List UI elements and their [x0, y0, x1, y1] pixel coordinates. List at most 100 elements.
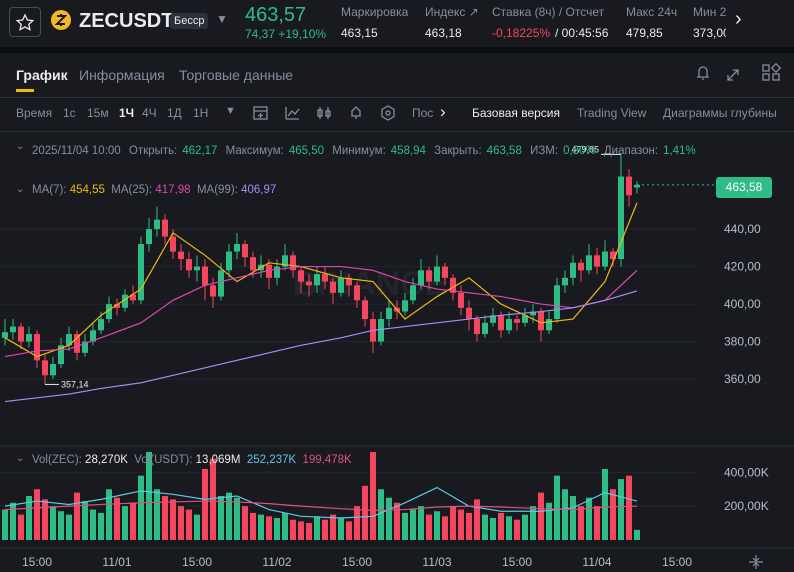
- interval-active[interactable]: 1Ч: [119, 106, 135, 120]
- candle-body: [594, 255, 600, 267]
- volume-bar: [218, 496, 224, 540]
- candle-body: [90, 330, 96, 342]
- candle-icon[interactable]: [317, 107, 331, 119]
- volume-bar: [146, 452, 152, 540]
- volume-bar: [490, 518, 496, 540]
- ma-label: MA(99):: [196, 184, 238, 196]
- favorite-button[interactable]: [9, 7, 41, 37]
- volume-bar: [530, 506, 536, 540]
- candle-body: [122, 294, 128, 308]
- candle-body: [522, 315, 528, 323]
- volume-bar: [626, 475, 632, 540]
- candle-body: [202, 266, 208, 286]
- collapse-toggle[interactable]: ⌄: [16, 453, 25, 464]
- y-tick-label: 200,00K: [724, 499, 769, 513]
- candle-body: [634, 184, 640, 188]
- collapse-toggle[interactable]: ⌄: [16, 184, 25, 195]
- vol-ma-value: 199,478K: [302, 454, 352, 466]
- candle-body: [586, 255, 592, 271]
- candle-body: [98, 319, 104, 331]
- ma-legend: MA(7): 454,55 MA(25): 417,98 MA(99): 406…: [32, 184, 276, 196]
- info-value: 1,41%: [663, 145, 696, 157]
- toolbar-scroll[interactable]: ›: [440, 102, 446, 121]
- info-label: Минимум:: [332, 145, 386, 157]
- candle-body: [458, 292, 464, 308]
- info-label: Открыть:: [128, 145, 178, 157]
- axis-reset-icon[interactable]: [747, 553, 765, 571]
- candle-body: [610, 251, 616, 260]
- candle-body: [42, 360, 48, 376]
- tab[interactable]: Торговые данные: [179, 67, 294, 83]
- interval[interactable]: 1Д: [167, 106, 182, 120]
- info-value: 458,94: [390, 145, 426, 157]
- settings-icon[interactable]: [381, 105, 395, 121]
- divider: [0, 131, 794, 132]
- candle-body: [386, 307, 392, 320]
- volume-bar: [554, 475, 560, 540]
- candle-body: [154, 219, 160, 230]
- candle-body: [354, 285, 360, 301]
- volume-bar: [346, 521, 352, 540]
- x-tick-label: 11/01: [102, 555, 131, 569]
- ma-value: 454,55: [69, 184, 105, 196]
- interval[interactable]: 1Н: [193, 106, 209, 120]
- volume-bar: [538, 492, 544, 540]
- expand-icon[interactable]: [727, 69, 739, 81]
- candle-body: [138, 244, 144, 301]
- candle-body: [570, 262, 576, 278]
- interval-dropdown[interactable]: ▼: [225, 105, 236, 117]
- ma-label: MA(7):: [32, 184, 67, 196]
- info-value: 0,30%: [563, 145, 596, 157]
- candle-body: [506, 319, 512, 331]
- draw-icon[interactable]: [351, 106, 361, 119]
- volume-bar: [82, 501, 88, 540]
- dropdown-arrow[interactable]: ▼: [216, 12, 228, 26]
- volume-bar: [66, 514, 72, 540]
- stat-label: Маркировка: [341, 5, 409, 19]
- view[interactable]: Диаграммы глубины: [663, 106, 777, 120]
- volume-bar: [458, 509, 464, 540]
- volume-bar: [466, 512, 472, 540]
- candle-body: [362, 300, 368, 320]
- calendar-icon[interactable]: [253, 106, 268, 120]
- ma-line: [4, 265, 638, 358]
- y-tick-label: 440,00: [724, 222, 761, 236]
- interval[interactable]: 4Ч: [142, 106, 157, 120]
- candle-body: [274, 266, 280, 278]
- volume-bar: [498, 512, 504, 540]
- volume-bar: [402, 512, 408, 540]
- indicator-icon[interactable]: [285, 107, 300, 120]
- volume-bar: [266, 516, 272, 540]
- scroll-right[interactable]: ›: [735, 8, 742, 30]
- volume-bar: [26, 496, 32, 540]
- more-tools[interactable]: Пос: [412, 106, 434, 120]
- layout-icon[interactable]: [762, 62, 782, 81]
- candle-body: [242, 244, 248, 258]
- interval[interactable]: 1с: [63, 106, 76, 120]
- interval[interactable]: 15м: [87, 106, 109, 120]
- x-tick-label: 11/02: [262, 555, 291, 569]
- info-label: Максимум:: [225, 145, 284, 157]
- volume-bar: [58, 511, 64, 540]
- volume-bar: [386, 497, 392, 540]
- volume-bar: [50, 506, 56, 540]
- tab-active[interactable]: График: [16, 67, 68, 83]
- view[interactable]: Trading View: [577, 106, 647, 120]
- tab[interactable]: Информация: [79, 67, 165, 83]
- collapse-toggle[interactable]: ⌄: [16, 141, 25, 152]
- tab-underline: [16, 89, 34, 92]
- volume-bar: [362, 485, 368, 540]
- volume-bar: [410, 509, 416, 540]
- volume-bar: [434, 511, 440, 540]
- bell-icon[interactable]: [697, 66, 709, 80]
- info-value: 463,58: [486, 145, 522, 157]
- symbol[interactable]: ZECUSDT: [79, 10, 174, 32]
- x-tick-label: 15:00: [182, 555, 212, 569]
- divider: [0, 47, 794, 53]
- volume-bar: [186, 509, 192, 540]
- price-change: 74,37 +19,10%: [245, 27, 327, 41]
- view-active[interactable]: Базовая версия: [472, 106, 560, 120]
- volume-bar: [546, 502, 552, 540]
- volume-bar: [634, 529, 640, 540]
- volume-bar: [258, 514, 264, 540]
